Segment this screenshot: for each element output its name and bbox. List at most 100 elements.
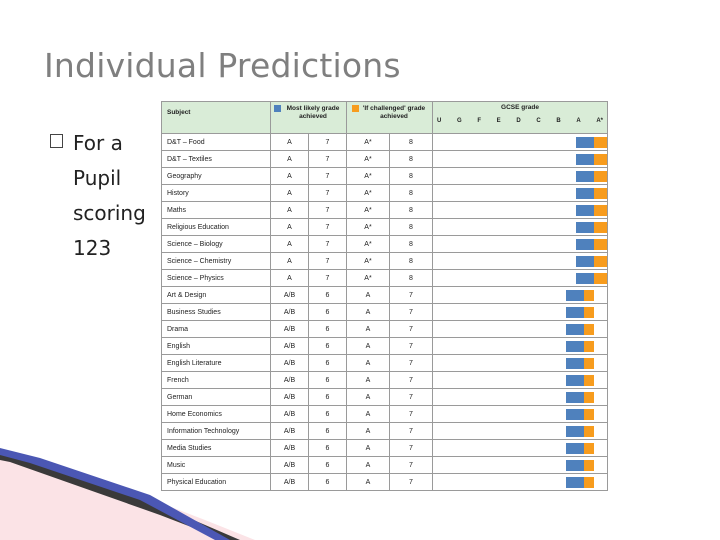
- table-row: Physical Education A/B 6 A 7: [161, 473, 608, 491]
- most-likely-grade-cell: A: [270, 269, 309, 287]
- if-challenged-number-cell: 7: [389, 303, 433, 321]
- bullet-text: For a Pupil scoring 123: [50, 126, 146, 266]
- grade-scale-label: E: [496, 118, 501, 124]
- table-row: Business Studies A/B 6 A 7: [161, 303, 608, 321]
- table-row: Maths A 7 A* 8: [161, 201, 608, 219]
- table-row: English Literature A/B 6 A 7: [161, 354, 608, 372]
- if-challenged-number-cell: 7: [389, 354, 433, 372]
- subject-cell: German: [161, 388, 271, 406]
- subject-cell: Science – Chemistry: [161, 252, 271, 270]
- grade-bar-cell: [432, 303, 608, 321]
- most-likely-number-cell: 6: [308, 337, 347, 355]
- if-challenged-grade-cell: A: [346, 371, 390, 389]
- subject-cell: D&T – Food: [161, 133, 271, 151]
- grade-scale-label: A: [576, 118, 581, 124]
- subject-cell: Media Studies: [161, 439, 271, 457]
- most-likely-number-cell: 6: [308, 388, 347, 406]
- grade-scale-label: A*: [596, 118, 603, 124]
- if-challenged-bar: [594, 171, 607, 182]
- page-title: Individual Predictions: [44, 46, 401, 85]
- if-challenged-grade-cell: A*: [346, 201, 390, 219]
- table-row: Home Economics A/B 6 A 7: [161, 405, 608, 423]
- most-likely-bar: [565, 443, 584, 454]
- most-likely-grade-cell: A/B: [270, 405, 309, 423]
- most-likely-grade-cell: A: [270, 218, 309, 236]
- table-row: French A/B 6 A 7: [161, 371, 608, 389]
- table-row: D&T – Food A 7 A* 8: [161, 133, 608, 151]
- if-challenged-bar: [594, 239, 607, 250]
- if-challenged-bar: [594, 205, 607, 216]
- if-challenged-header-label: 'If challenged' grade achieved: [362, 105, 426, 120]
- subject-header: Subject: [161, 101, 271, 134]
- if-challenged-number-cell: 8: [389, 218, 433, 236]
- most-likely-grade-cell: A: [270, 235, 309, 253]
- most-likely-number-cell: 7: [308, 184, 347, 202]
- most-likely-grade-cell: A: [270, 201, 309, 219]
- if-challenged-number-cell: 7: [389, 320, 433, 338]
- most-likely-bar: [565, 477, 584, 488]
- subject-cell: Drama: [161, 320, 271, 338]
- grade-bar-cell: [432, 269, 608, 287]
- if-challenged-bar: [583, 307, 595, 318]
- grade-bar-cell: [432, 133, 608, 151]
- grade-bar-cell: [432, 371, 608, 389]
- grade-bar-cell: [432, 388, 608, 406]
- table-row: German A/B 6 A 7: [161, 388, 608, 406]
- grade-bar-cell: [432, 405, 608, 423]
- if-challenged-number-cell: 7: [389, 422, 433, 440]
- most-likely-number-cell: 7: [308, 218, 347, 236]
- if-challenged-bar: [594, 154, 607, 165]
- grade-scale-label: C: [536, 118, 541, 124]
- if-challenged-grade-cell: A*: [346, 269, 390, 287]
- most-likely-number-cell: 6: [308, 354, 347, 372]
- table-row: Science – Chemistry A 7 A* 8: [161, 252, 608, 270]
- grade-bar-cell: [432, 150, 608, 168]
- predictions-table: Subject Most likely grade achieved 'If c…: [161, 101, 608, 491]
- most-likely-bar: [565, 358, 584, 369]
- grade-scale-label: D: [516, 118, 521, 124]
- if-challenged-grade-cell: A*: [346, 150, 390, 168]
- grade-scale-label: B: [556, 118, 561, 124]
- most-likely-bar: [565, 324, 584, 335]
- subject-cell: English Literature: [161, 354, 271, 372]
- if-challenged-grade-cell: A: [346, 388, 390, 406]
- if-challenged-grade-cell: A: [346, 456, 390, 474]
- if-challenged-grade-cell: A*: [346, 218, 390, 236]
- if-challenged-grade-cell: A*: [346, 167, 390, 185]
- most-likely-bar: [576, 154, 595, 165]
- most-likely-header-label: Most likely grade achieved: [286, 105, 340, 120]
- subject-cell: Music: [161, 456, 271, 474]
- table-row: D&T – Textiles A 7 A* 8: [161, 150, 608, 168]
- table-row: Religious Education A 7 A* 8: [161, 218, 608, 236]
- subject-cell: Religious Education: [161, 218, 271, 236]
- grade-scale: U G F E D C B A A*: [434, 111, 607, 124]
- most-likely-grade-cell: A/B: [270, 439, 309, 457]
- most-likely-bar: [565, 392, 584, 403]
- most-likely-grade-cell: A: [270, 184, 309, 202]
- grade-bar-cell: [432, 473, 608, 491]
- if-challenged-bar: [583, 460, 595, 471]
- grade-scale-label: U: [437, 118, 442, 124]
- most-likely-grade-cell: A: [270, 150, 309, 168]
- if-challenged-bar: [594, 137, 607, 148]
- if-challenged-grade-cell: A: [346, 405, 390, 423]
- if-challenged-grade-cell: A: [346, 337, 390, 355]
- if-challenged-bar: [583, 324, 595, 335]
- if-challenged-grade-cell: A*: [346, 133, 390, 151]
- if-challenged-bar: [583, 392, 595, 403]
- grade-scale-label: G: [457, 118, 462, 124]
- most-likely-bar: [576, 188, 595, 199]
- if-challenged-header: 'If challenged' grade achieved: [346, 101, 433, 134]
- blue-swoosh-shape: [0, 448, 230, 540]
- most-likely-grade-cell: A/B: [270, 422, 309, 440]
- most-likely-number-cell: 6: [308, 405, 347, 423]
- most-likely-number-cell: 6: [308, 473, 347, 491]
- subject-cell: D&T – Textiles: [161, 150, 271, 168]
- most-likely-grade-cell: A/B: [270, 286, 309, 304]
- grade-bar-cell: [432, 184, 608, 202]
- if-challenged-number-cell: 8: [389, 252, 433, 270]
- if-challenged-number-cell: 7: [389, 371, 433, 389]
- table-row: Music A/B 6 A 7: [161, 456, 608, 474]
- if-challenged-bar: [583, 290, 595, 301]
